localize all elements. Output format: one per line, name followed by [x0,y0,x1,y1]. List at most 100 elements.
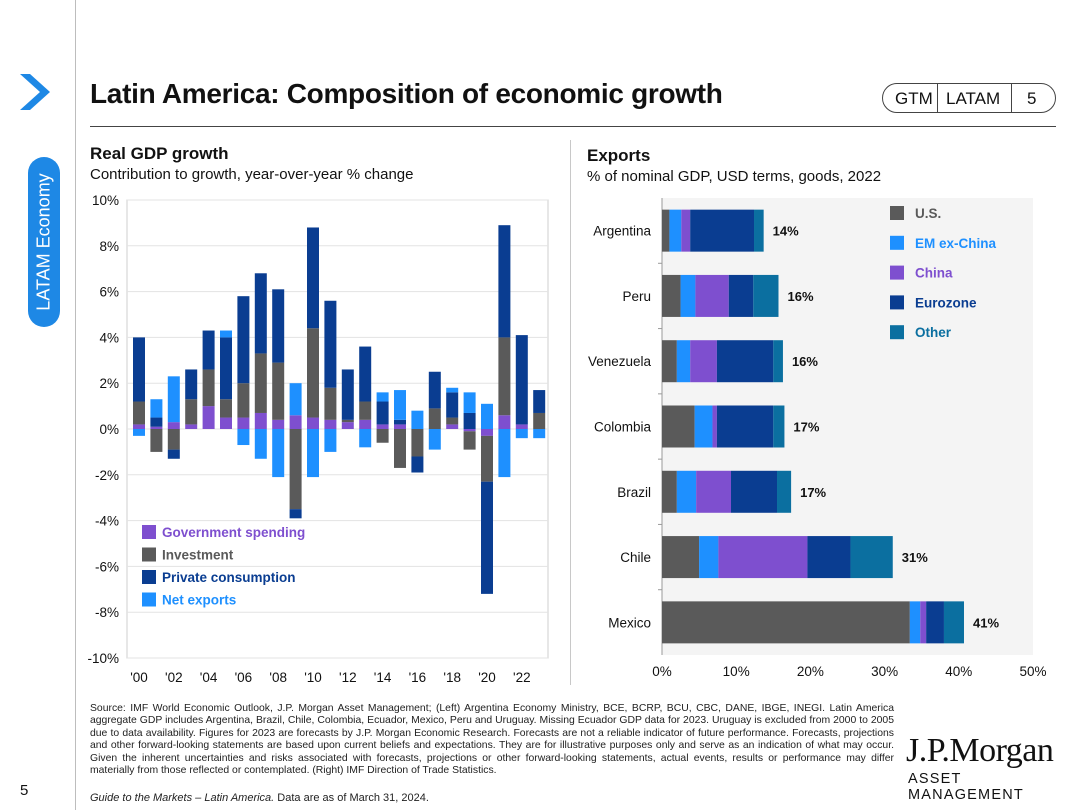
bar-other-mexico [943,601,964,644]
bar-em-ex-china-mexico [909,601,921,644]
x-tick-label: 50% [1019,664,1046,679]
bar-em-ex-china-peru [680,274,696,317]
bar-government-spending-2013 [359,419,372,429]
bar-private-consumption-2012 [341,369,354,420]
bar-government-spending-2005 [220,417,232,429]
bar-net-exports-2009 [289,383,302,416]
bar-private-consumption-2018 [446,392,459,418]
bar-net-exports-2021 [498,429,511,478]
gdp-chart-subtitle: Contribution to growth, year-over-year %… [90,166,414,183]
bar-private-consumption-2015 [394,419,406,425]
bar-other-brazil [777,470,792,513]
legend-label: Private consumption [162,570,296,585]
x-tick-label: '16 [409,670,427,685]
bar-government-spending-2000 [133,424,145,429]
category-label: Argentina [593,224,651,239]
bar-private-consumption-2022 [515,335,528,425]
title-divider [90,126,1056,127]
category-label: Mexico [608,615,651,630]
bar-em-ex-china-venezuela [676,340,691,383]
bar-private-consumption-2001 [150,417,163,427]
bar-china-mexico [920,601,927,644]
section-tab[interactable]: LATAM Economy [28,157,60,327]
legend-swatch [890,206,904,220]
bar-government-spending-2021 [498,415,511,429]
bar-investment-2021 [498,337,511,416]
bar-private-consumption-2019 [463,412,476,429]
bar-net-exports-2020 [481,403,493,429]
legend-swatch [142,525,156,539]
bar-net-exports-2017 [428,429,441,450]
category-label: Colombia [594,420,652,435]
bar-investment-2012 [341,419,354,423]
gdp-chart-title: Real GDP growth [90,144,229,163]
bar-other-peru [753,274,779,317]
bar-investment-2017 [428,408,441,429]
bar-government-spending-2022 [515,424,528,429]
bar-government-spending-2006 [237,417,250,429]
bar-government-spending-2002 [167,422,180,429]
bar-private-consumption-2017 [428,371,441,409]
bar-net-exports-2002 [167,376,180,423]
bar-net-exports-2022 [515,429,528,439]
bar-u-s--chile [662,536,700,579]
bar-net-exports-2015 [394,390,406,420]
chevron-right-icon [20,74,50,110]
x-tick-label: 10% [723,664,750,679]
bar-other-colombia [773,405,785,448]
y-tick-label: -2% [95,468,119,483]
legend-label: Government spending [162,525,305,540]
legend-swatch [142,592,156,607]
bar-investment-2002 [167,429,180,450]
bar-u-s--venezuela [662,340,677,383]
bar-em-ex-china-argentina [669,209,682,252]
bar-investment-2004 [202,369,215,407]
bar-eurozone-colombia [716,405,774,448]
bar-private-consumption-2023 [533,390,546,413]
legend-label: Other [915,325,952,340]
bar-em-ex-china-brazil [676,470,697,513]
bar-private-consumption-2014 [376,401,389,425]
page-number: 5 [20,782,29,799]
bar-investment-2015 [394,429,406,468]
total-label: 16% [792,354,818,369]
bar-private-consumption-2002 [167,449,180,459]
bar-net-exports-2023 [533,429,546,439]
bar-net-exports-2014 [376,392,389,402]
bar-u-s--argentina [662,209,670,252]
legend-swatch [142,547,156,562]
y-tick-label: -4% [95,514,119,529]
chart-divider [570,140,571,685]
bar-net-exports-2018 [446,387,459,393]
bar-u-s--colombia [662,405,695,448]
bar-net-exports-2013 [359,429,372,448]
bar-u-s--mexico [662,601,910,644]
bar-investment-2014 [376,429,389,443]
bar-other-argentina [754,209,764,252]
bar-private-consumption-2003 [185,369,198,400]
bar-net-exports-2011 [324,429,337,452]
category-label: Venezuela [588,354,652,369]
legend-label: China [915,266,953,281]
page-title: Latin America: Composition of economic g… [90,78,723,109]
bar-net-exports-2019 [463,392,476,413]
legend-swatch [890,325,904,340]
jpmorgan-logo: J.P.Morgan [906,732,1054,769]
total-label: 31% [902,550,928,565]
bar-china-brazil [696,470,732,513]
bar-investment-2001 [150,429,163,452]
total-label: 16% [787,289,813,304]
bar-em-ex-china-chile [699,536,719,579]
x-tick-label: '10 [304,670,322,685]
bar-china-argentina [681,209,691,252]
bar-private-consumption-2000 [133,337,145,402]
bar-eurozone-venezuela [716,340,774,383]
bar-eurozone-chile [807,536,851,579]
x-tick-label: '04 [200,670,218,685]
legend-label: Eurozone [915,295,977,310]
bar-government-spending-2010 [307,417,319,429]
bar-investment-2013 [359,401,372,420]
bar-government-spending-2004 [202,406,215,429]
bar-eurozone-brazil [731,470,778,513]
category-label: Chile [620,550,651,565]
